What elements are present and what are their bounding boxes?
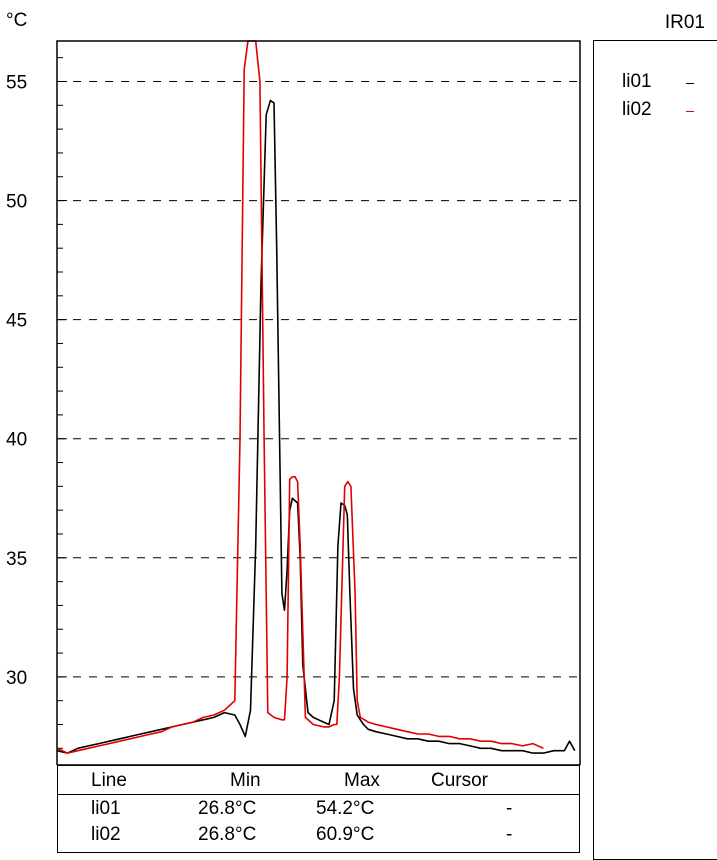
y-unit-label: °C [6, 10, 28, 31]
legend-label-li01: li01 [622, 71, 652, 92]
table-header-cursor: Cursor [431, 770, 489, 791]
series-line-li02 [56, 40, 544, 754]
y-tick-label-55: 55 [6, 72, 27, 93]
grid [57, 80, 580, 678]
y-tick-label-45: 45 [6, 311, 27, 332]
line-chart: 30 35 40 45 50 55 [6, 40, 581, 765]
y-axis: 30 35 40 45 50 55 [6, 57, 67, 749]
y-tick-label-40: 40 [6, 430, 27, 451]
legend-label-li02: li02 [622, 99, 652, 120]
y-tick-label-50: 50 [6, 192, 27, 213]
table-header-max: Max [344, 770, 380, 791]
table-row-li02-min: 26.8°C [198, 824, 257, 845]
legend-panel: li01 li02 [593, 40, 717, 860]
table-row-li02-max: 60.9°C [316, 824, 375, 845]
image-title: IR01 [664, 12, 705, 33]
table-row-li02-line: li02 [91, 824, 121, 845]
table-row-li01-line: li01 [91, 798, 121, 819]
y-tick-label-30: 30 [6, 668, 27, 689]
table-row-li01-cursor: - [506, 798, 513, 819]
table-row-li01-min: 26.8°C [198, 798, 257, 819]
legend-swatch-li02 [686, 111, 694, 112]
series [56, 40, 576, 754]
table-header-min: Min [230, 770, 261, 791]
table-header-divider [58, 794, 579, 795]
plot-frame [56, 40, 581, 765]
series-line-li01 [56, 99, 576, 754]
table-row-li02-cursor: - [506, 824, 513, 845]
y-tick-label-35: 35 [6, 549, 27, 570]
table-header-line: Line [91, 770, 127, 791]
stats-table: Line Min Max Cursor li01 26.8°C 54.2°C -… [57, 765, 580, 853]
legend-swatch-li01 [686, 83, 694, 84]
table-row-li01-max: 54.2°C [316, 798, 375, 819]
